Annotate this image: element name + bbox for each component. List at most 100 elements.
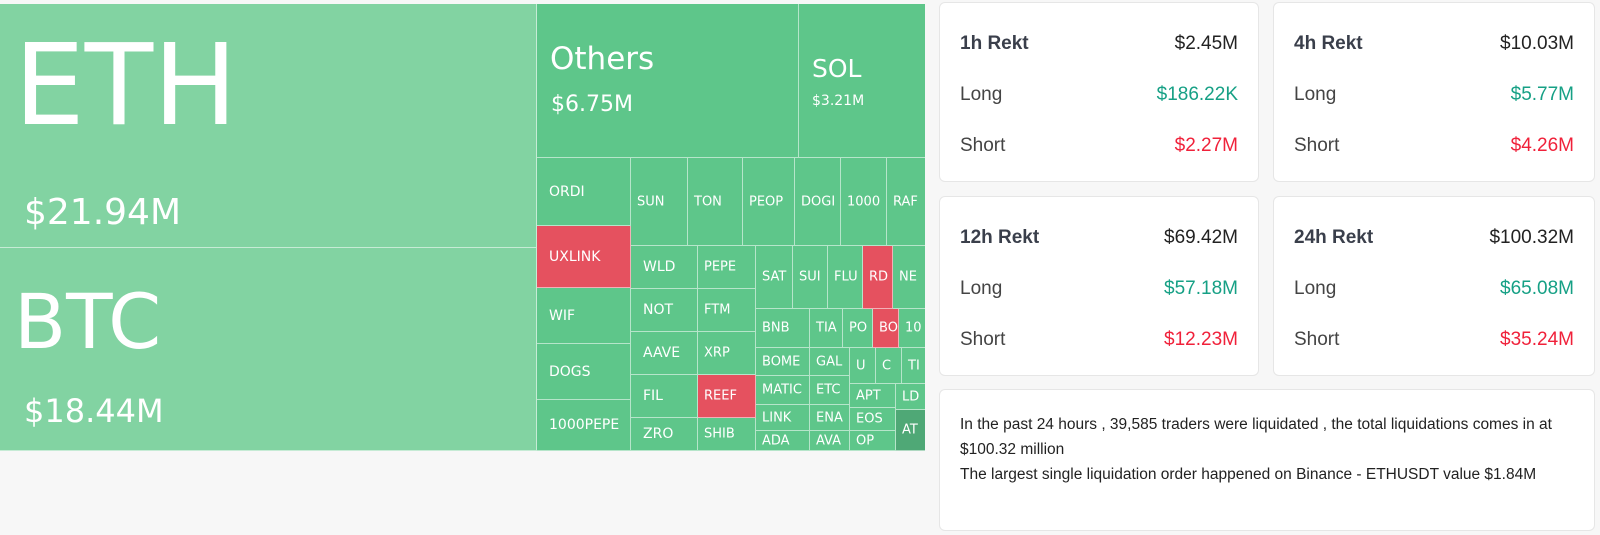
- tile-sui[interactable]: SUI: [793, 246, 828, 309]
- tile-symbol: BNB: [762, 320, 790, 336]
- tile-bo[interactable]: BO: [873, 309, 899, 348]
- tile-ton[interactable]: TON: [688, 158, 743, 246]
- tile-fil[interactable]: FIL: [631, 375, 698, 418]
- tile-xrp[interactable]: XRP: [698, 332, 756, 375]
- short-label: Short: [1294, 329, 1340, 350]
- tile-symbol: BOME: [762, 354, 801, 369]
- liquidation-summary-card: In the past 24 hours , 39,585 traders we…: [939, 389, 1595, 531]
- tile-10[interactable]: 10: [899, 309, 925, 348]
- tile-symbol: FTM: [704, 302, 731, 318]
- tile-symbol: SAT: [762, 269, 787, 285]
- tile-symbol: LD: [902, 389, 920, 404]
- tile-symbol: NE: [899, 269, 917, 285]
- tile-aave[interactable]: AAVE: [631, 332, 698, 375]
- tile-others[interactable]: Others $6.75M: [537, 4, 799, 158]
- rekt-card-1h: 1h Rekt $2.45M Long $186.22K Short $2.27M: [939, 2, 1259, 182]
- tile-symbol: ZRO: [643, 426, 674, 442]
- long-label: Long: [1294, 84, 1337, 105]
- card-title: 12h Rekt: [960, 227, 1040, 248]
- tile-bnb[interactable]: BNB: [756, 309, 810, 348]
- tile-op[interactable]: OP: [850, 431, 896, 451]
- tile-po[interactable]: PO: [843, 309, 873, 348]
- tile-ne[interactable]: NE: [893, 246, 925, 309]
- tile-ftm[interactable]: FTM: [698, 289, 756, 332]
- tile-symbol: FLU: [834, 269, 858, 285]
- tile-symbol: FIL: [643, 388, 663, 404]
- tile-pepe[interactable]: PEPE: [698, 246, 756, 289]
- card-total: $2.45M: [1174, 33, 1238, 54]
- card-title: 1h Rekt: [960, 33, 1029, 54]
- tile-wld[interactable]: WLD: [631, 246, 698, 289]
- tile-ava[interactable]: AVA: [810, 431, 850, 451]
- tile-symbol: UXLINK: [549, 248, 601, 265]
- tile-symbol: NOT: [643, 302, 674, 318]
- tile-symbol: BTC: [14, 277, 162, 366]
- tile-zro[interactable]: ZRO: [631, 418, 698, 451]
- long-value: $186.22K: [1156, 84, 1238, 105]
- tile-link[interactable]: LINK: [756, 405, 810, 431]
- tile-dogi[interactable]: DOGI: [795, 158, 841, 246]
- tile-raf[interactable]: RAF: [887, 158, 925, 246]
- tile-ld[interactable]: LD: [896, 384, 925, 410]
- tile-bome[interactable]: BOME: [756, 348, 810, 376]
- card-title: 4h Rekt: [1294, 33, 1363, 54]
- tile-reef[interactable]: REEF: [698, 375, 756, 418]
- tile-dogs[interactable]: DOGS: [537, 344, 631, 400]
- tile-symbol: OP: [856, 433, 875, 448]
- tile-value: $21.94M: [24, 192, 182, 233]
- tile-etc[interactable]: ETC: [810, 376, 850, 405]
- tile-symbol: PEPE: [704, 259, 737, 275]
- card-total: $69.42M: [1164, 227, 1238, 248]
- card-title: 24h Rekt: [1294, 227, 1374, 248]
- tile-symbol: APT: [856, 388, 881, 403]
- tile-gal[interactable]: GAL: [810, 348, 850, 376]
- tile-eos[interactable]: EOS: [850, 408, 896, 431]
- tile-value: $18.44M: [24, 392, 164, 430]
- tile-symbol: ORDI: [549, 183, 585, 200]
- tile-symbol: AAVE: [643, 345, 681, 361]
- tile-flu[interactable]: FLU: [828, 246, 863, 309]
- tile-ena[interactable]: ENA: [810, 405, 850, 431]
- long-label: Long: [1294, 278, 1337, 299]
- tile-ada[interactable]: ADA: [756, 431, 810, 451]
- tile-ordi[interactable]: ORDI: [537, 158, 631, 226]
- tile-ti[interactable]: TI: [902, 348, 925, 384]
- long-label: Long: [960, 278, 1003, 299]
- tile-value: $3.21M: [812, 93, 865, 109]
- long-value: $5.77M: [1510, 84, 1574, 105]
- tile-c[interactable]: C: [876, 348, 902, 384]
- rekt-card-4h: 4h Rekt $10.03M Long $5.77M Short $4.26M: [1273, 2, 1595, 182]
- tile-symbol: SOL: [812, 54, 862, 83]
- tile-symbol: U: [856, 358, 866, 373]
- tile-symbol: ADA: [762, 433, 790, 448]
- tile-not[interactable]: NOT: [631, 289, 698, 332]
- tile-sat[interactable]: SAT: [756, 246, 793, 309]
- tile-symbol: C: [882, 358, 892, 373]
- tile-symbol: REEF: [704, 388, 737, 404]
- short-value: $4.26M: [1510, 135, 1574, 156]
- tile-symbol: RD: [869, 269, 889, 285]
- tile-u[interactable]: U: [850, 348, 876, 384]
- tile-rd[interactable]: RD: [863, 246, 893, 309]
- tile-eth[interactable]: ETH $21.94M: [0, 4, 537, 248]
- tile-sun[interactable]: SUN: [631, 158, 688, 246]
- tile-tia[interactable]: TIA: [810, 309, 843, 348]
- tile-sol[interactable]: SOL $3.21M: [799, 4, 925, 158]
- tile-peop[interactable]: PEOP: [743, 158, 795, 246]
- tile-symbol: EOS: [856, 411, 883, 427]
- tile-wif[interactable]: WIF: [537, 288, 631, 344]
- tile-symbol: WIF: [549, 307, 576, 324]
- tile-symbol: WLD: [643, 259, 676, 275]
- tile-at[interactable]: AT: [896, 410, 925, 451]
- tile-1000[interactable]: 1000: [841, 158, 887, 246]
- tile-symbol: DOGS: [549, 363, 591, 380]
- tile-uxlink[interactable]: UXLINK: [537, 226, 631, 288]
- tile-symbol: SHIB: [704, 426, 735, 442]
- tile-shib[interactable]: SHIB: [698, 418, 756, 451]
- tile-apt[interactable]: APT: [850, 384, 896, 408]
- tile-matic[interactable]: MATIC: [756, 376, 810, 405]
- tile-1000pepe[interactable]: 1000PEPE: [537, 400, 631, 451]
- tile-symbol: 10: [905, 320, 922, 336]
- tile-btc[interactable]: BTC $18.44M: [0, 248, 537, 451]
- tile-symbol: TON: [694, 194, 722, 209]
